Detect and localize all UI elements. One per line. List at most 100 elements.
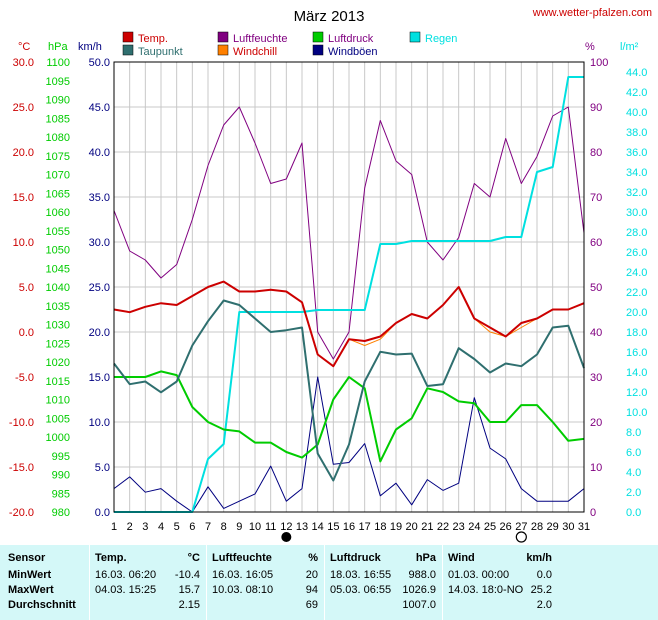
tick-label-day: 18 — [374, 521, 386, 533]
tick-label-rain: 40.0 — [626, 107, 647, 119]
legend-swatch-dew — [122, 44, 134, 56]
tick-label-pressure: 1060 — [46, 207, 70, 219]
tick-label-pressure: 1045 — [46, 263, 70, 275]
tick-label-rain: 14.0 — [626, 367, 647, 379]
tick-label-rain: 4.0 — [626, 467, 641, 479]
tick-label-pressure: 980 — [52, 507, 70, 519]
tick-label-day: 24 — [468, 521, 480, 533]
legend-swatch-pressure — [312, 31, 324, 43]
tick-label-wind: 10.0 — [89, 417, 110, 429]
series-line-temp — [113, 280, 585, 368]
tick-label-pressure: 1010 — [46, 395, 70, 407]
tick-label-day: 28 — [531, 521, 543, 533]
tick-label-temp: -10.0 — [9, 417, 34, 429]
tick-label-day: 29 — [547, 521, 559, 533]
tick-label-pressure: 1020 — [46, 357, 70, 369]
tick-label-day: 19 — [390, 521, 402, 533]
tick-label-rain: 6.0 — [626, 447, 641, 459]
tick-label-rain: 8.0 — [626, 427, 641, 439]
legend-swatch-humidity — [217, 31, 229, 43]
legend-label-gust: Windböen — [328, 46, 378, 58]
tick-label-temp: 0.0 — [19, 327, 34, 339]
tick-label-pressure: 1065 — [46, 188, 70, 200]
site-link[interactable]: www.wetter-pfalzen.com — [532, 7, 652, 19]
plot-frame — [113, 61, 585, 513]
tick-label-rain: 0.0 — [626, 507, 641, 519]
wind-value: 2.0 — [536, 599, 552, 611]
tick-label-pressure: 1030 — [46, 320, 70, 332]
tick-label-day: 11 — [265, 521, 276, 533]
tick-label-pressure: 1025 — [46, 338, 70, 350]
tick-label-pressure: 1085 — [46, 113, 70, 125]
hdr-sensor: Sensor — [8, 552, 46, 564]
tick-label-day: 12 — [280, 521, 292, 533]
tick-label-temp: 10.0 — [13, 237, 34, 249]
temp-value: -10.4 — [174, 569, 200, 581]
tick-label-wind: 35.0 — [89, 192, 110, 204]
tick-label-temp: 20.0 — [13, 147, 34, 159]
tick-label-rain: 26.0 — [626, 247, 647, 259]
new-moon-icon — [515, 531, 527, 543]
axis-unit-humidity: % — [585, 41, 595, 53]
tick-label-temp: -15.0 — [9, 462, 34, 474]
tick-label-day: 5 — [174, 521, 180, 533]
tick-label-day: 17 — [359, 521, 371, 533]
hdr-temp-unit: °C — [187, 552, 200, 564]
tick-label-temp: 5.0 — [19, 282, 34, 294]
grid — [114, 62, 584, 512]
tick-label-day: 31 — [578, 521, 590, 533]
tick-label-wind: 20.0 — [89, 327, 110, 339]
hdr-hum-unit: % — [308, 552, 318, 564]
full-moon-icon — [281, 532, 292, 542]
tick-label-day: 30 — [562, 521, 574, 533]
tick-label-pressure: 1070 — [46, 170, 70, 182]
tick-label-day: 23 — [453, 521, 465, 533]
tick-label-humidity: 30 — [590, 372, 602, 384]
tick-label-day: 3 — [142, 521, 148, 533]
tick-label-rain: 34.0 — [626, 167, 647, 179]
tick-label-day: 16 — [343, 521, 355, 533]
legend-label-rain: Regen — [425, 33, 457, 45]
tick-label-humidity: 70 — [590, 192, 602, 204]
tick-label-pressure: 995 — [52, 451, 70, 463]
series-line-humidity — [113, 106, 585, 360]
tick-label-humidity: 10 — [590, 462, 602, 474]
series-line-pressure — [114, 370, 585, 463]
tick-label-pressure: 1000 — [46, 432, 70, 444]
legend-swatch-gust — [312, 44, 324, 56]
axis-unit-rain: l/m² — [620, 41, 639, 53]
tick-label-day: 22 — [437, 521, 449, 533]
wind-time: 01.03. 00:00 — [448, 569, 510, 581]
chart-title: März 2013 — [294, 8, 365, 25]
tick-label-humidity: 40 — [590, 327, 602, 339]
hum-time: 10.03. 08:10 — [212, 584, 274, 596]
tick-label-day: 21 — [421, 521, 433, 533]
tick-label-temp: 30.0 — [13, 57, 34, 69]
tick-label-day: 4 — [158, 521, 164, 533]
tick-label-wind: 45.0 — [89, 102, 110, 114]
stats-table: Sensor Temp. °C Luftfeuchte % Luftdruck … — [0, 545, 658, 620]
press-time: 05.03. 06:55 — [330, 584, 392, 596]
axis-unit-temp: °C — [18, 41, 30, 53]
tick-label-wind: 30.0 — [89, 237, 110, 249]
tick-label-rain: 20.0 — [626, 307, 647, 319]
tick-label-day: 13 — [296, 521, 308, 533]
tick-label-rain: 2.0 — [626, 487, 641, 499]
hum-value: 69 — [305, 599, 318, 611]
tick-label-pressure: 1095 — [46, 76, 70, 88]
tick-label-temp: -5.0 — [15, 372, 34, 384]
tick-label-rain: 24.0 — [626, 267, 647, 279]
wind-value: 25.2 — [530, 584, 552, 596]
row-label: MinWert — [8, 569, 52, 581]
tick-label-pressure: 1035 — [46, 301, 70, 313]
temp-value: 15.7 — [178, 584, 200, 596]
tick-label-humidity: 20 — [590, 417, 602, 429]
hum-value: 94 — [305, 584, 318, 596]
row-label: Durchschnitt — [8, 599, 76, 611]
hdr-temp: Temp. — [95, 552, 127, 564]
legend-label-pressure: Luftdruck — [328, 33, 374, 45]
wind-time: 14.03. 18:0-NO — [448, 584, 524, 596]
hdr-hum: Luftfeuchte — [212, 552, 272, 564]
weather-chart: März 2013 www.wetter-pfalzen.com Temp. T… — [9, 7, 652, 543]
axis-unit-wind: km/h — [78, 41, 102, 53]
